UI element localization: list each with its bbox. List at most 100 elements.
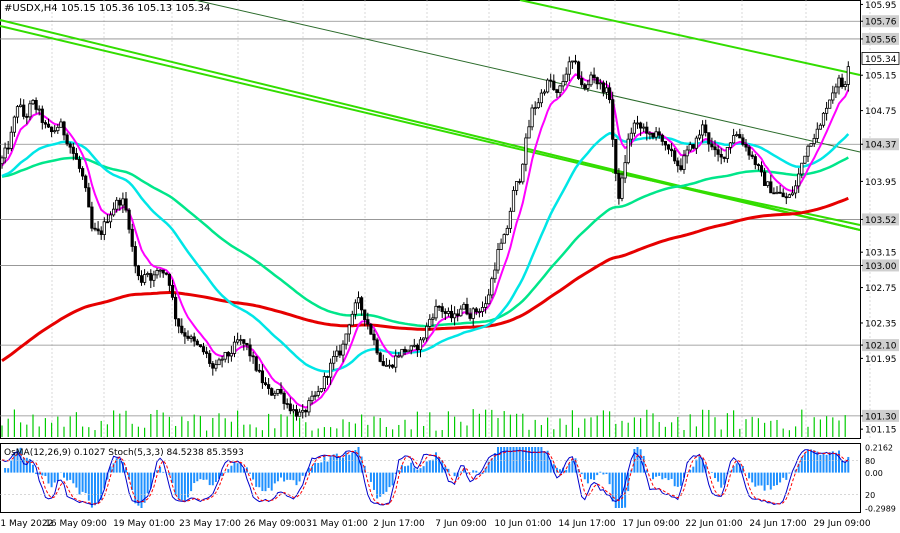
channel-line (519, 0, 861, 76)
candle-body (766, 181, 770, 186)
price-label: 102.35 (865, 319, 897, 329)
candle-body (632, 122, 637, 134)
candle-body (313, 394, 317, 397)
candle-body (375, 339, 379, 354)
candle-body (542, 91, 547, 94)
candle-body (508, 210, 513, 229)
channel-layer (0, 0, 861, 231)
candle-body (22, 104, 26, 117)
candle-body (77, 158, 82, 169)
candle-body (90, 206, 94, 229)
candle-body (806, 145, 810, 157)
candle-body (425, 325, 429, 339)
candle-body (431, 317, 435, 320)
candle-body (499, 242, 503, 250)
candle-body (65, 134, 69, 145)
candle-body (226, 351, 230, 357)
candle-body (728, 142, 733, 148)
candle-body (713, 146, 717, 151)
candle-body (186, 335, 190, 339)
candle-body (440, 306, 444, 312)
channel-line (194, 0, 861, 153)
candle-body (173, 296, 178, 320)
candle-body (722, 156, 726, 159)
candle-body (139, 275, 144, 283)
candle-body (155, 270, 159, 276)
candle-body (511, 190, 516, 212)
candle-body (288, 403, 292, 412)
candle-body (573, 60, 578, 63)
candle-body (251, 355, 255, 358)
candle-body (291, 409, 296, 412)
candle-body (725, 146, 730, 159)
candle-body (626, 138, 630, 164)
candle-body (670, 148, 674, 152)
candle-body (322, 376, 327, 389)
candle-body (378, 352, 382, 362)
candle-body (198, 344, 202, 348)
candle-body (195, 340, 199, 346)
candle-body (127, 209, 131, 230)
candle-body (6, 147, 10, 150)
candle-body (28, 103, 32, 118)
candle-body (167, 273, 171, 286)
price-tag-box (862, 15, 899, 28)
candle-body (164, 272, 168, 275)
candle-body (406, 349, 410, 353)
candle-body (688, 144, 692, 151)
candle-body (735, 134, 739, 136)
candle-body (502, 234, 506, 244)
candle-body (270, 388, 274, 396)
candle-body (629, 132, 633, 140)
candle-body (421, 337, 426, 341)
price-label: 101.30 (865, 412, 897, 422)
candle-body (68, 143, 72, 148)
candle-body (347, 324, 351, 335)
candle-body (359, 297, 364, 311)
candle-body (0, 157, 4, 165)
candle-body (654, 131, 658, 138)
candle-body (530, 107, 534, 128)
candle-body (614, 138, 618, 174)
candle-body (220, 358, 224, 361)
candle-body (794, 185, 798, 194)
candle-body (96, 228, 100, 232)
candle-body (800, 162, 804, 175)
candle-body (462, 303, 466, 310)
channel-line (611, 171, 861, 226)
candle-body (623, 162, 627, 179)
candle-body (102, 221, 106, 235)
candle-body (84, 175, 88, 189)
candle-body (577, 61, 581, 79)
candle-body (592, 74, 596, 78)
candle-body (31, 100, 35, 105)
candle-body (741, 137, 745, 145)
candle-body (840, 77, 844, 87)
candle-body (415, 344, 420, 351)
price-label: 101.15 (865, 426, 897, 436)
candle-body (778, 191, 782, 194)
candle-body (412, 344, 416, 347)
candle-body (685, 149, 689, 157)
candle-body (108, 214, 113, 223)
candle-body (158, 269, 162, 272)
candle-body (15, 106, 20, 118)
candle-body (564, 73, 568, 82)
candle-body (468, 313, 472, 319)
candle-body (759, 165, 764, 173)
candle-body (446, 310, 451, 314)
candle-body (483, 303, 488, 308)
price-label: 104.37 (865, 141, 897, 151)
chart-title: #USDX,H4 105.15 105.36 105.13 105.34 (4, 3, 210, 14)
candle-body (601, 82, 606, 93)
candle-body (639, 122, 643, 129)
candle-body (418, 339, 423, 351)
candle-body (177, 318, 181, 327)
candle-body (59, 121, 63, 128)
candle-body (223, 351, 227, 360)
candle-body (635, 122, 640, 125)
candle-body (546, 79, 550, 93)
candle-body (533, 107, 537, 109)
candle-body (344, 333, 348, 345)
candle-body (34, 100, 38, 110)
